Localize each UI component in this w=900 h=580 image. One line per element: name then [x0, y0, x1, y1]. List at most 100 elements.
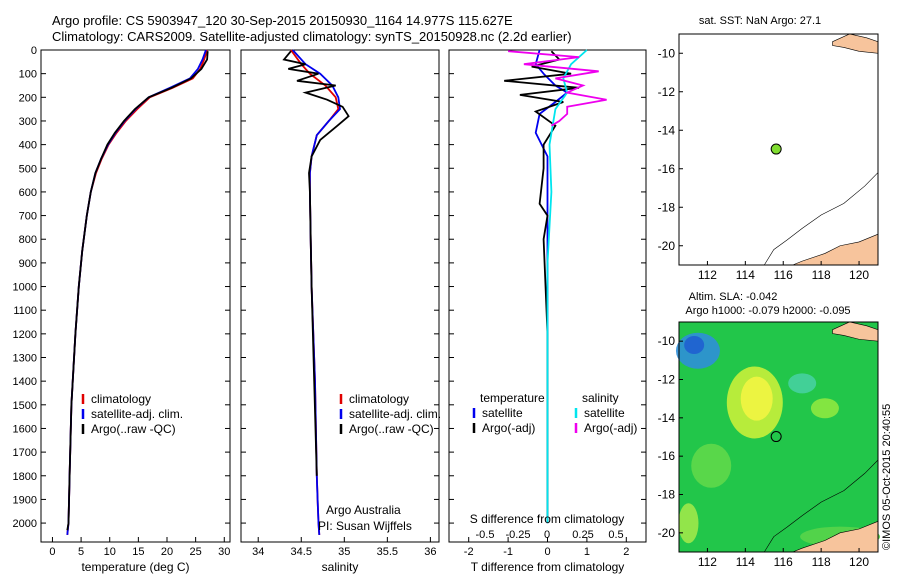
depth-tick-label: 700: [19, 211, 37, 223]
depth-tick-label: 1500: [13, 400, 37, 412]
legend-label: climatology: [91, 392, 151, 406]
x-tick-label: -1: [503, 546, 513, 558]
argo-float-marker: [770, 431, 782, 443]
depth-tick-label: 200: [19, 92, 37, 104]
x-tick-label: 2: [623, 546, 629, 558]
series-climatology: [66, 49, 208, 535]
salinity-profile-frame: [240, 49, 440, 543]
sla-feature: [678, 503, 699, 544]
legend-title-salinity: salinity: [582, 391, 619, 405]
header-line2: Climatology: CARS2009. Satellite-adjuste…: [52, 29, 572, 44]
x-tick-label: 0: [544, 546, 550, 558]
series-argo: [282, 50, 350, 476]
depth-tick-label: 1200: [13, 329, 37, 341]
lon-tick-label: 120: [849, 555, 869, 569]
x-tick-label: 34.5: [291, 546, 312, 558]
series-climatology: [290, 49, 340, 535]
top-tick-label: 0.25: [572, 529, 593, 541]
x-tick-label: 34: [252, 546, 264, 558]
x-tick-label: -2: [464, 546, 474, 558]
lon-tick-label: 116: [774, 268, 793, 282]
shelf-contour: [764, 459, 879, 553]
sst-map: [678, 33, 879, 266]
sla-feature: [684, 336, 705, 354]
lat-tick-label: -18: [658, 488, 676, 502]
lon-tick-label: 114: [736, 555, 755, 569]
x-tick-label: 35: [338, 546, 350, 558]
lon-tick-label: 114: [736, 268, 755, 282]
sla-feature: [810, 398, 839, 419]
x-tick-label: 35.5: [377, 546, 398, 558]
sla-feature: [788, 373, 817, 394]
lon-tick-label: 118: [812, 268, 831, 282]
series-t-argo: [504, 50, 580, 524]
series-t-satellite: [534, 49, 569, 524]
depth-tick-label: 0: [31, 45, 37, 57]
lat-tick-label: -10: [658, 46, 676, 60]
note-pi: PI: Susan Wijffels: [318, 519, 412, 533]
legend-label: climatology: [349, 392, 409, 406]
depth-tick-label: 500: [19, 163, 37, 175]
depth-tick-label: 1600: [13, 423, 37, 435]
legend-label: Argo(-adj): [482, 421, 535, 435]
top-axis-label: S difference from climatology: [470, 512, 625, 526]
depth-tick-label: 900: [19, 258, 37, 270]
x-tick-label: 30: [218, 546, 230, 558]
depth-tick-label: 2000: [13, 518, 37, 530]
lat-tick-label: -10: [658, 334, 676, 348]
sla-map-title: Altim. SLA: -0.042: [689, 291, 778, 303]
lon-tick-label: 120: [849, 268, 869, 282]
shelf-contour: [764, 172, 879, 266]
sla-feature: [691, 443, 732, 488]
x-tick-label: 25: [190, 546, 202, 558]
depth-tick-label: 100: [19, 69, 37, 81]
lat-tick-label: -16: [658, 449, 676, 463]
x-tick-label: 0: [49, 546, 55, 558]
legend-label: satellite: [584, 406, 625, 420]
legend-label: Argo(..raw -QC): [91, 422, 176, 436]
legend-label: satellite-adj. clim.: [91, 407, 183, 421]
x-tick-label: 5: [78, 546, 84, 558]
lat-tick-label: -20: [658, 239, 676, 253]
series-satellite-adj-clim-: [66, 49, 207, 535]
depth-tick-label: 1700: [13, 447, 37, 459]
lon-tick-label: 116: [774, 555, 793, 569]
lon-tick-label: 112: [698, 268, 717, 282]
depth-tick-label: 1800: [13, 471, 37, 483]
x-tick-label: 20: [161, 546, 173, 558]
depth-tick-label: 1100: [13, 305, 37, 317]
legend-label: satellite: [482, 406, 523, 420]
lat-tick-label: -14: [658, 123, 676, 137]
sst-map-frame: [678, 33, 879, 266]
lat-tick-label: -20: [658, 526, 676, 540]
lat-tick-label: -16: [658, 162, 676, 176]
depth-tick-label: 800: [19, 234, 37, 246]
note-argo-australia: Argo Australia: [326, 503, 401, 517]
series-argo: [66, 51, 209, 531]
top-tick-label: 0.5: [608, 529, 623, 541]
lat-tick-label: -18: [658, 200, 676, 214]
x-tick-label: 15: [132, 546, 144, 558]
depth-tick-label: 1300: [13, 353, 37, 365]
legend-title-temperature: temperature: [480, 391, 545, 405]
top-tick-label: -0.5: [476, 529, 495, 541]
depth-tick-label: 1400: [13, 376, 37, 388]
temperature-profile-frame: [40, 49, 231, 543]
x-tick-label: 36: [424, 546, 436, 558]
lat-tick-label: -12: [658, 85, 676, 99]
sla-map-frame: [678, 321, 879, 553]
depth-tick-label: 600: [19, 187, 37, 199]
sla-map-subtitle: Argo h1000: -0.079 h2000: -0.095: [685, 305, 850, 317]
depth-tick-label: 300: [19, 116, 37, 128]
sla-feature: [740, 376, 773, 421]
lat-tick-label: -12: [658, 373, 676, 387]
lon-tick-label: 118: [812, 555, 831, 569]
imos-stamp: ©IMOS 05-Oct-2015 20:40:55: [881, 403, 893, 550]
series-s-argo: [508, 50, 607, 127]
sst-map-title: sat. SST: NaN Argo: 27.1: [699, 15, 821, 27]
depth-tick-label: 1000: [13, 282, 37, 294]
temperature-profile-xlabel: temperature (deg C): [81, 560, 189, 574]
sla-map: [675, 321, 881, 553]
x-tick-label: 10: [104, 546, 116, 558]
argo-float-marker: [770, 143, 782, 155]
